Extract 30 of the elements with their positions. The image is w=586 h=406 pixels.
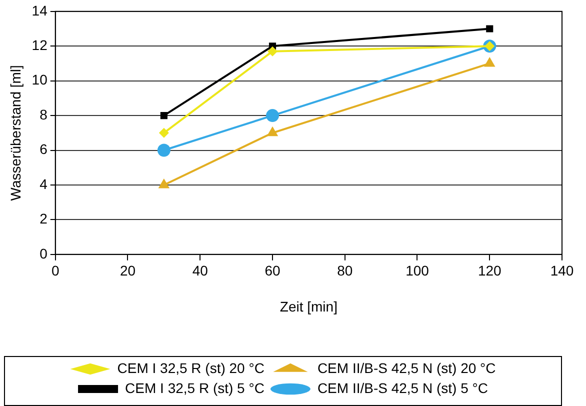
y-tick-label: 12 bbox=[32, 36, 48, 53]
x-tick-label: 100 bbox=[406, 262, 430, 279]
x-axis-title: Zeit [min] bbox=[280, 298, 338, 314]
legend-label: CEM I 32,5 R (st) 5 °C bbox=[125, 380, 264, 396]
y-axis-title: Wasserüberstand [ml] bbox=[7, 65, 24, 201]
y-tick-label: 8 bbox=[40, 106, 48, 122]
y-tick-label: 0 bbox=[40, 245, 48, 262]
point bbox=[266, 109, 279, 122]
y-tick-label: 2 bbox=[40, 210, 48, 227]
x-tick-label: 20 bbox=[120, 262, 136, 279]
point bbox=[158, 128, 169, 138]
x-tick-label: 80 bbox=[337, 262, 353, 279]
y-tick-label: 10 bbox=[32, 72, 48, 88]
x-tick-label: 40 bbox=[192, 262, 208, 279]
y-tick-label: 6 bbox=[40, 141, 48, 158]
point bbox=[266, 126, 278, 136]
legend-label: CEM II/B-S 42,5 N (st) 5 °C bbox=[317, 380, 488, 396]
y-tick-label: 14 bbox=[32, 2, 48, 18]
y-tick-label: 4 bbox=[40, 176, 48, 192]
x-tick-label: 60 bbox=[264, 262, 280, 279]
x-tick-label: 140 bbox=[550, 262, 574, 279]
point bbox=[268, 46, 278, 56]
point bbox=[486, 25, 494, 32]
x-tick-label: 0 bbox=[51, 262, 60, 279]
legend-label: CEM II/B-S 42,5 N (st) 20 °C bbox=[317, 360, 496, 376]
point bbox=[157, 144, 170, 157]
point bbox=[158, 178, 170, 188]
x-tick-label: 120 bbox=[478, 262, 502, 279]
point bbox=[160, 112, 168, 120]
legend-label: CEM I 32,5 R (st) 20 °C bbox=[117, 360, 264, 376]
